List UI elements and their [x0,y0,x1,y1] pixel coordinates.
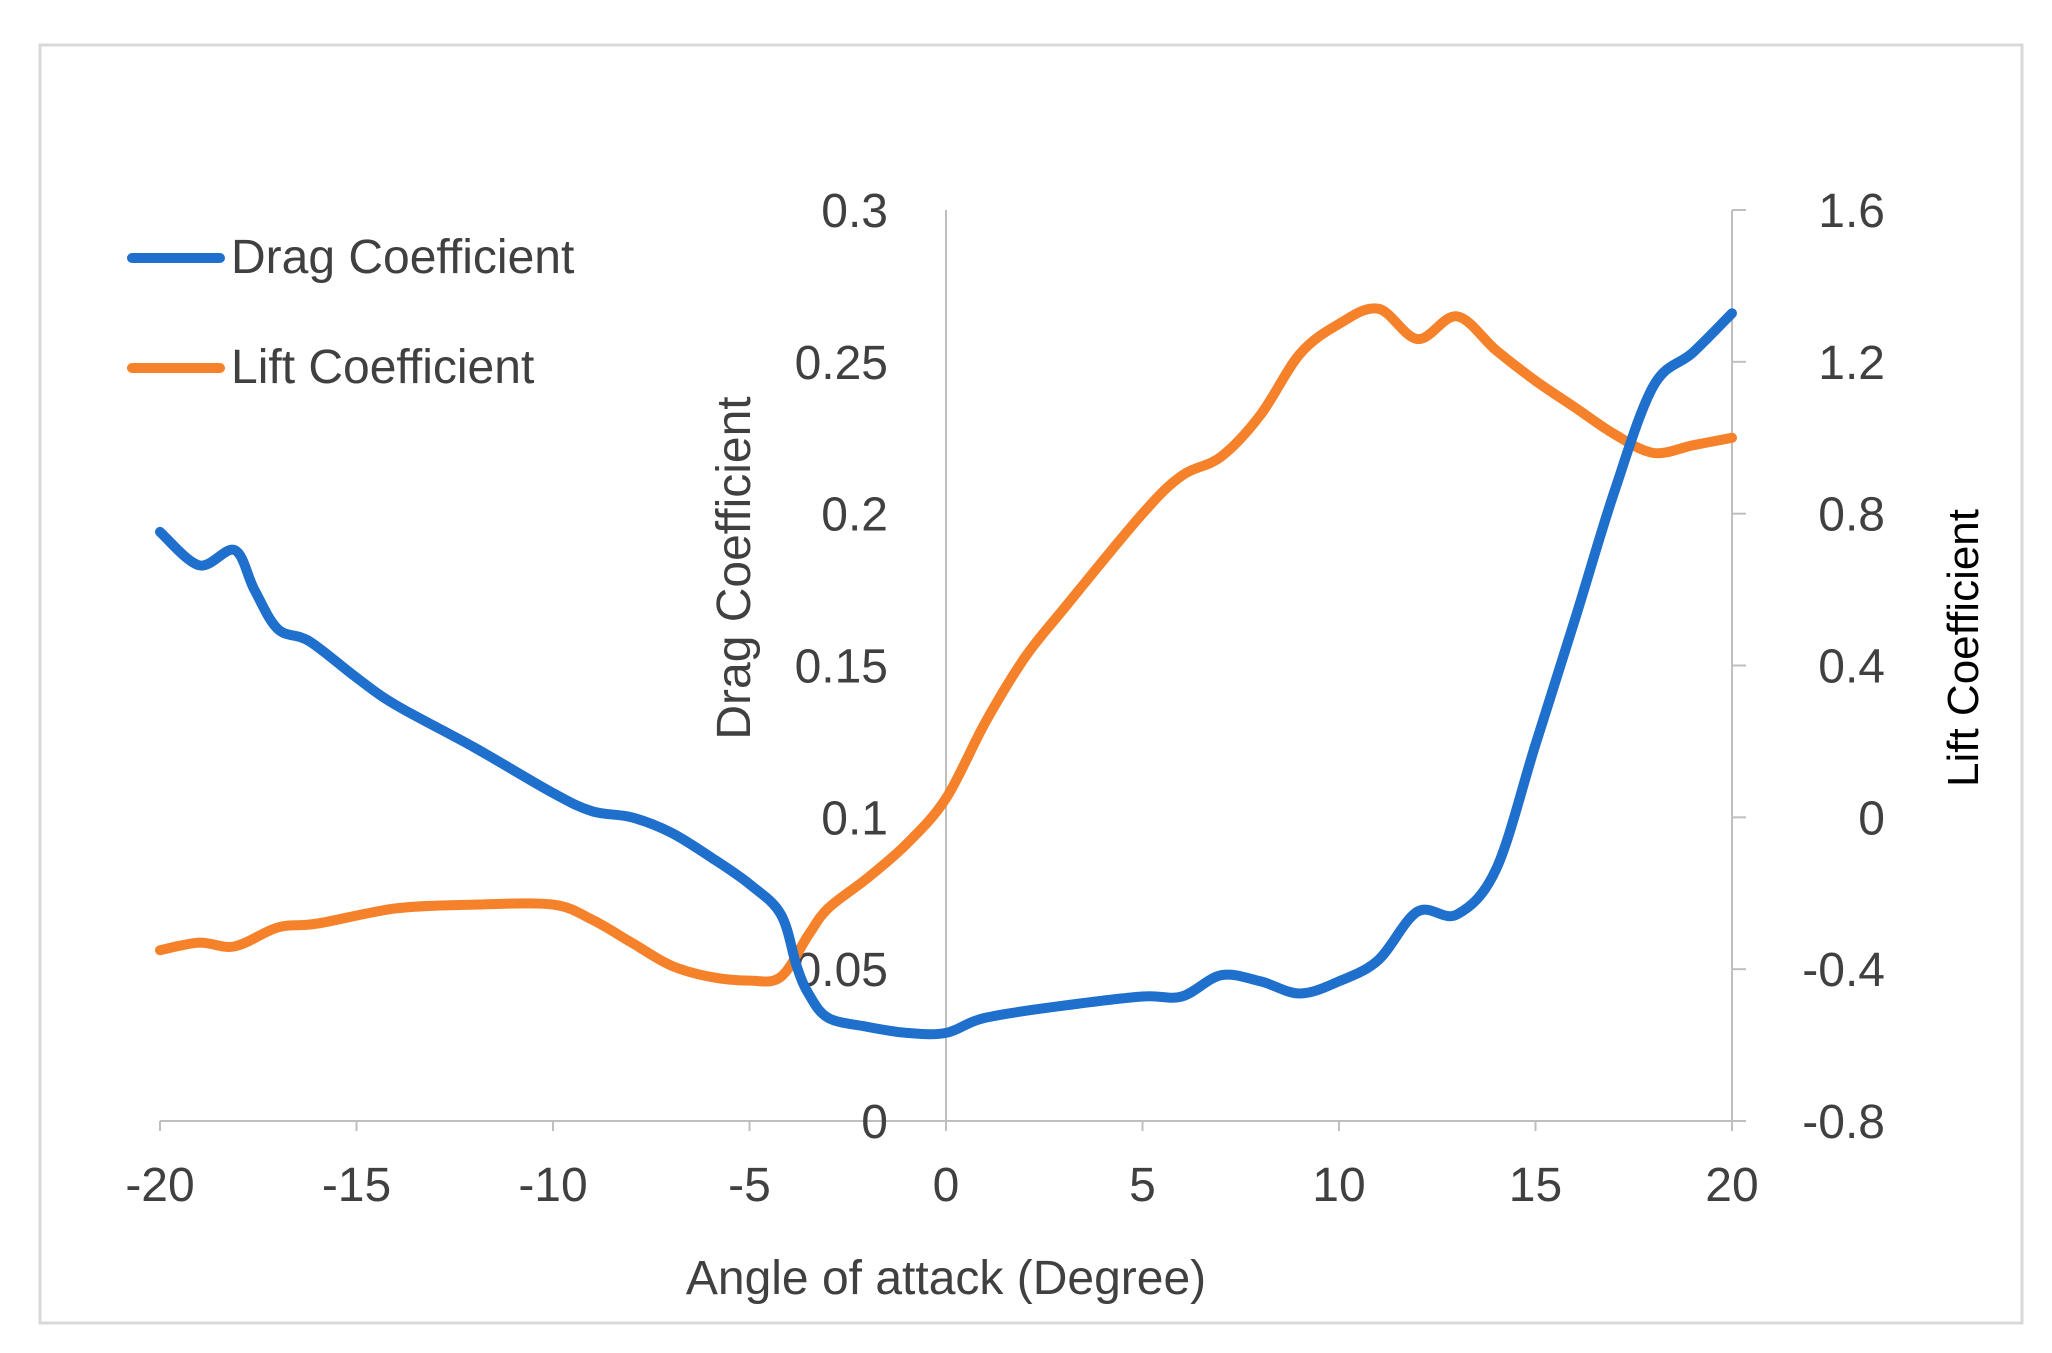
series-lines [155,303,1737,1040]
left-axis-tick-labels: 00.050.10.150.20.250.3 [795,185,888,1149]
right-axis-tick-label: 1.6 [1818,185,1885,238]
right-axis-tick-label: 0 [1858,792,1885,845]
x-tick-labels: -20 -15 -10 -5 0 5 10 15 20 [125,1159,1758,1212]
left-axis-tick-label: 0.15 [795,641,888,694]
x-tick-label: -20 [125,1159,194,1212]
x-axis-title: Angle of attack (Degree) [686,1252,1206,1305]
right-axis-tick-label: -0.8 [1802,1096,1885,1149]
right-axis-title: Lift Coefficient [1939,509,1988,787]
x-tick-label: -15 [322,1159,391,1212]
left-axis-tick-label: 0.3 [821,185,888,238]
legend: Drag Coefficient Lift Coefficient [127,231,574,394]
x-tick-label: 10 [1312,1159,1365,1212]
x-tick-label: 5 [1129,1159,1156,1212]
left-axis-tick-label: 0 [861,1096,888,1149]
x-tick-label: 20 [1705,1159,1758,1212]
x-tick-label: -5 [728,1159,771,1212]
lift-coefficient-line [155,303,1737,987]
right-axis-tick-marks [1732,209,1746,1122]
left-axis-tick-label: 0.2 [821,489,888,542]
x-tick-marks [159,1121,1733,1131]
right-axis-tick-label: 0.8 [1818,489,1885,542]
left-axis-title: Drag Coefficient [708,396,761,739]
left-axis-tick-label: 0.25 [795,337,888,390]
left-axis-tick-label: 0.1 [821,792,888,845]
legend-label-lift: Lift Coefficient [231,341,534,394]
right-axis-tick-label: 0.4 [1818,641,1885,694]
drag-coefficient-line [155,308,1737,1040]
x-tick-label: -10 [518,1159,587,1212]
legend-label-drag: Drag Coefficient [231,231,574,284]
right-axis-tick-label: -0.4 [1802,944,1885,997]
right-axis-tick-label: 1.2 [1818,337,1885,390]
x-tick-label: 0 [933,1159,960,1212]
right-axis-tick-labels: -0.8 -0.4 0 0.4 0.8 1.2 1.6 [1802,185,1885,1149]
x-tick-label: 15 [1509,1159,1562,1212]
